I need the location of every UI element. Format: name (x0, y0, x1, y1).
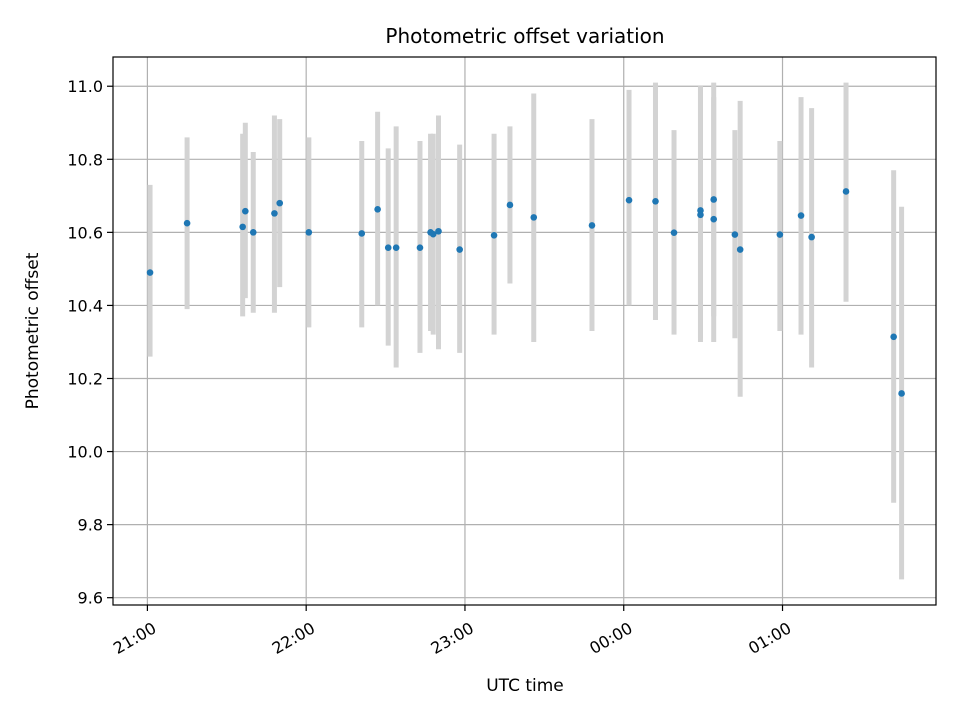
y-tick-label: 10.0 (67, 443, 103, 462)
data-point (271, 210, 278, 217)
x-tick-label: 21:00 (110, 618, 159, 658)
error-bars (147, 82, 905, 580)
x-axis-label: UTC time (486, 676, 564, 696)
x-tick-label: 22:00 (269, 618, 318, 658)
data-point (776, 231, 784, 238)
data-point (435, 227, 442, 235)
data-point (490, 231, 498, 239)
data-point (374, 206, 381, 213)
data-point (242, 207, 249, 215)
data-point (456, 246, 463, 253)
data-point (736, 246, 744, 253)
data-point (731, 231, 739, 238)
data-point (392, 244, 400, 252)
data-point (239, 223, 246, 231)
data-point (588, 222, 596, 229)
data-point (670, 229, 678, 237)
data-point (797, 212, 805, 219)
data-point (890, 333, 897, 341)
x-tick-label: 23:00 (428, 618, 477, 658)
y-axis-label: Photometric offset (23, 252, 43, 409)
data-point (710, 196, 718, 203)
data-point (429, 230, 437, 238)
data-point (384, 244, 392, 252)
chart-title: Photometric offset variation (385, 24, 664, 48)
plot-area (112, 56, 937, 606)
x-tick-label: 00:00 (586, 618, 635, 658)
data-point (625, 196, 633, 204)
y-tick-label: 10.4 (67, 296, 103, 315)
data-points (146, 188, 905, 397)
y-tick-label: 9.6 (78, 589, 103, 608)
data-point (249, 229, 257, 236)
y-tick-label: 11.0 (67, 77, 103, 96)
data-point (898, 390, 905, 397)
x-tick-label: 01:00 (745, 618, 794, 658)
data-point (506, 201, 514, 209)
data-point (652, 198, 659, 205)
x-axis: 21:00 22:00 23:00 00:00 01:00 (110, 605, 795, 658)
y-tick-label: 9.8 (78, 516, 103, 535)
data-point (842, 188, 850, 195)
y-tick-label: 10.8 (67, 150, 103, 169)
y-axis: 9.6 9.8 10.0 10.2 10.4 10.6 10.8 11.0 (67, 77, 113, 608)
data-point (697, 211, 704, 219)
data-point (146, 269, 154, 276)
data-point (276, 199, 284, 207)
data-point (710, 215, 718, 223)
data-point (530, 214, 538, 221)
y-tick-label: 10.2 (67, 369, 103, 388)
data-point (305, 229, 313, 236)
data-point (416, 244, 424, 252)
data-point (358, 230, 366, 237)
data-point (808, 233, 815, 241)
data-point (183, 219, 191, 227)
y-tick-label: 10.6 (67, 223, 103, 242)
